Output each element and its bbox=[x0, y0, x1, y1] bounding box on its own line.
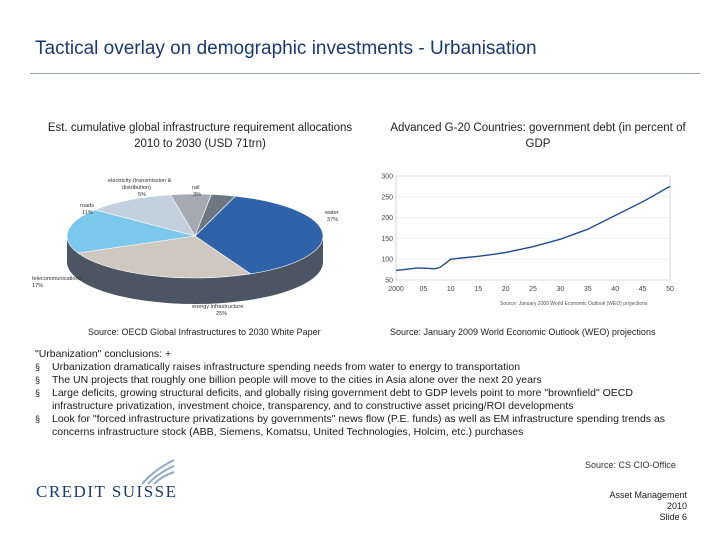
pie-slice-rail bbox=[194, 194, 237, 237]
pie-slice-roads bbox=[94, 194, 196, 237]
credit-suisse-sails-icon bbox=[141, 459, 175, 485]
bullet-marker: § bbox=[35, 388, 41, 398]
bullet-marker: § bbox=[35, 375, 41, 385]
bullet-marker: § bbox=[35, 414, 41, 424]
credit-suisse-logo: CREDIT SUISSE bbox=[36, 482, 178, 501]
bullet-marker: § bbox=[35, 362, 41, 372]
left-chart-source: Source: OECD Global Infrastructures to 2… bbox=[88, 327, 321, 337]
y-tick-label: 150 bbox=[381, 236, 393, 243]
pie-label-electricity-2: distribution) bbox=[122, 185, 151, 191]
list-item: § Large deficits, growing structural defi… bbox=[35, 387, 633, 412]
pie-label-water-pct: 37% bbox=[327, 217, 338, 223]
footer-slide-number: Slide 6 bbox=[659, 512, 687, 522]
pie-label-electricity-pct: 5% bbox=[138, 192, 146, 198]
pie-label-energy-pct: 25% bbox=[216, 311, 227, 317]
conclusions-heading: "Urbanization" conclusions: + bbox=[35, 348, 172, 360]
y-tick-label: 300 bbox=[381, 174, 393, 181]
y-tick-label: 50 bbox=[385, 278, 393, 285]
y-tick-label: 100 bbox=[381, 257, 393, 264]
line-inner-source: Source: January 2009 World Economic Outl… bbox=[500, 301, 648, 307]
infrastructure-pie-chart: electricity (transmission & distribution… bbox=[32, 178, 339, 317]
x-tick-label: 25 bbox=[529, 286, 537, 293]
pie-slice-energy bbox=[77, 235, 252, 279]
pie-label-water: water bbox=[324, 210, 339, 216]
pie-label-telecom: telecommunications bbox=[32, 276, 82, 282]
x-tick-label: 2000 bbox=[388, 286, 404, 293]
page-title: Tactical overlay on demographic investme… bbox=[35, 38, 537, 59]
debt-series-line bbox=[395, 185, 671, 272]
x-tick-label: 10 bbox=[447, 286, 455, 293]
list-item: § Urbanization dramatically raises infras… bbox=[35, 361, 521, 373]
x-tick-label: 20 bbox=[502, 286, 510, 293]
list-item: § The UN projects that roughly one billio… bbox=[35, 374, 542, 386]
pie-label-rail-pct: 3% bbox=[193, 192, 201, 198]
pie-label-electricity: electricity (transmission & bbox=[108, 178, 172, 184]
pie-label-roads-pct: 11% bbox=[82, 210, 93, 216]
cio-source-note: Source: CS CIO-Office bbox=[585, 460, 676, 470]
pie-label-roads: roads bbox=[80, 203, 94, 209]
pie-label-energy: energy infrastructure bbox=[192, 304, 243, 310]
footer-division: Asset Management bbox=[609, 490, 687, 500]
y-tick-label: 200 bbox=[381, 215, 393, 222]
pie-label-rail: rail bbox=[192, 185, 199, 191]
line-plot-frame bbox=[395, 175, 671, 281]
footer-year: 2010 bbox=[666, 501, 687, 511]
x-tick-label: 30 bbox=[557, 286, 565, 293]
x-tick-label: 40 bbox=[611, 286, 619, 293]
left-chart-title: Est. cumulative global infrastructure re… bbox=[47, 122, 353, 150]
list-item: § Look for "forced infrastructure privati… bbox=[35, 413, 666, 438]
y-tick-label: 250 bbox=[381, 194, 393, 201]
pie-side-wall bbox=[67, 236, 323, 304]
x-tick-label: 50 bbox=[666, 286, 674, 293]
x-tick-label: 35 bbox=[584, 286, 592, 293]
pie-slice-water bbox=[194, 195, 324, 275]
right-chart-source: Source: January 2009 World Economic Outl… bbox=[390, 327, 656, 337]
x-tick-label: 15 bbox=[474, 286, 482, 293]
debt-line-chart: 300 250 200 150 100 50 2000 05 10 15 20 25 30 35 40 45… bbox=[381, 174, 674, 308]
x-tick-label: 05 bbox=[420, 286, 428, 293]
footer-info: Asset Management 2010 Slide 6 bbox=[609, 490, 687, 523]
pie-slice-telecommunications bbox=[66, 209, 196, 254]
right-chart-title: Advanced G-20 Countries: government debt… bbox=[390, 122, 686, 150]
x-tick-label: 45 bbox=[639, 286, 647, 293]
conclusions-list: "Urbanization" conclusions: + § Urbanizat… bbox=[35, 348, 695, 439]
pie-label-telecom-pct: 17% bbox=[32, 283, 43, 289]
title-divider bbox=[30, 73, 700, 74]
